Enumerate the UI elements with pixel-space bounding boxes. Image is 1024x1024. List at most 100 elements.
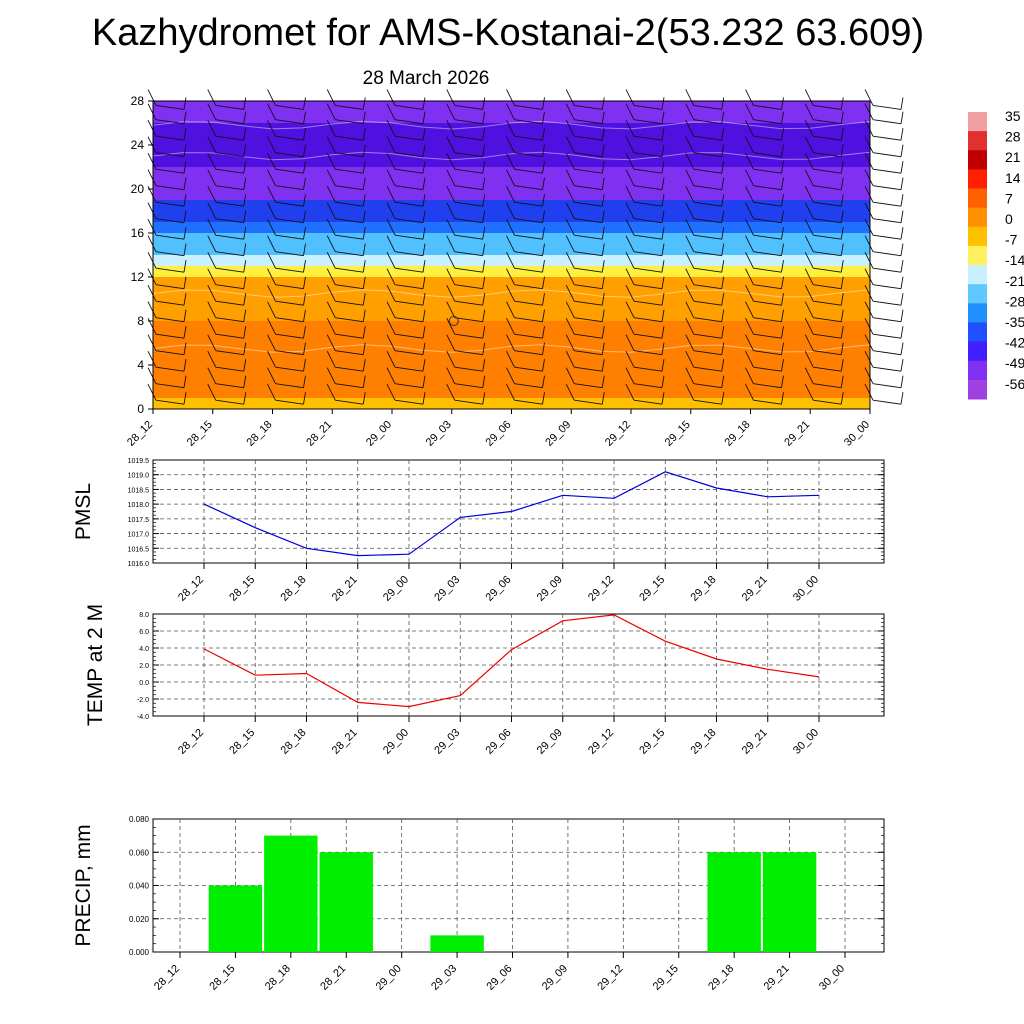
x-tick-label: 29_15 xyxy=(637,727,667,757)
y-tick-label: 0.020 xyxy=(129,915,150,924)
x-tick-label: 29_00 xyxy=(374,963,404,993)
wind-barb xyxy=(506,119,545,141)
y-tick-label: 0.040 xyxy=(129,882,150,891)
wind-barb xyxy=(386,268,426,290)
wind-barb xyxy=(745,202,784,224)
contour-line xyxy=(152,344,871,353)
x-tick-label: 29_15 xyxy=(637,574,667,604)
temperature-band xyxy=(153,222,870,233)
wind-barb xyxy=(506,169,545,191)
wind-barb xyxy=(685,119,725,141)
wind-barb xyxy=(147,202,187,224)
x-tick-label: 29_03 xyxy=(432,574,462,604)
wind-barb xyxy=(804,235,844,257)
wind-barb xyxy=(685,383,725,405)
wind-barb xyxy=(326,334,366,356)
x-tick-label: 29_09 xyxy=(535,727,565,757)
wind-barb xyxy=(565,119,605,141)
wind-barb xyxy=(685,350,725,372)
wind-barb xyxy=(147,235,187,257)
wind-barb xyxy=(326,103,366,125)
wind-barb xyxy=(326,152,366,174)
wind-barb xyxy=(147,152,187,174)
x-tick-label: 29_09 xyxy=(535,574,565,604)
temperature-band xyxy=(153,398,870,409)
wind-barb xyxy=(506,136,545,158)
wind-barb xyxy=(864,136,904,158)
y-tick-label: 1016.5 xyxy=(128,546,150,553)
wind-barb xyxy=(745,284,784,306)
x-tick-label: 29_21 xyxy=(740,727,770,757)
wind-barb xyxy=(745,301,784,323)
wind-barb xyxy=(326,383,366,405)
wind-barb xyxy=(685,367,725,389)
wind-barb xyxy=(625,301,665,323)
wind-barb xyxy=(446,202,486,224)
wind-barb xyxy=(207,235,247,257)
colorbar-label: 7 xyxy=(1005,190,1013,206)
wind-barb xyxy=(386,89,426,110)
wind-barb xyxy=(386,367,426,389)
wind-barb xyxy=(326,317,366,339)
wind-barb xyxy=(685,268,725,290)
wind-barb xyxy=(147,367,187,389)
wind-barb xyxy=(267,89,306,110)
x-tick-label: 28_18 xyxy=(279,727,309,757)
x-tick-label: 29_12 xyxy=(586,727,616,757)
wind-barb xyxy=(625,268,665,290)
colorbar-swatch xyxy=(968,284,987,304)
wind-barb xyxy=(326,235,366,257)
wind-barb xyxy=(685,334,725,356)
wind-barb xyxy=(804,284,844,306)
colorbar-swatch xyxy=(968,341,987,362)
wind-barb xyxy=(804,103,844,125)
wind-barb xyxy=(326,350,366,372)
wind-barb xyxy=(207,367,247,389)
wind-barb xyxy=(446,119,486,141)
wind-barb xyxy=(267,317,306,339)
y-tick-label: 12 xyxy=(131,270,145,284)
wind-barb xyxy=(446,251,486,273)
wind-barb xyxy=(625,136,665,158)
wind-barb xyxy=(565,251,605,273)
series-line xyxy=(203,614,820,708)
wind-barb xyxy=(446,317,486,339)
wind-barb xyxy=(386,350,426,372)
contour-line xyxy=(152,151,871,161)
wind-barb xyxy=(745,218,784,240)
wind-barb xyxy=(207,284,247,306)
wind-barb xyxy=(804,383,844,405)
wind-barb xyxy=(685,218,725,240)
x-tick-label: 28_15 xyxy=(207,963,237,993)
wind-barb xyxy=(207,185,247,207)
wind-barb xyxy=(386,301,426,323)
wind-barb xyxy=(446,103,486,125)
calm-wind-marker xyxy=(448,316,459,326)
x-tick-label: 29_15 xyxy=(651,963,681,993)
colorbar-label: -28 xyxy=(1005,293,1024,309)
wind-barb xyxy=(864,103,904,125)
y-tick-label: 8.0 xyxy=(139,612,149,619)
wind-barb xyxy=(864,383,904,405)
wind-barb xyxy=(147,334,187,356)
x-tick-label: 29_21 xyxy=(782,419,812,449)
wind-barb xyxy=(506,301,545,323)
y-tick-label: 1019.0 xyxy=(128,473,150,480)
x-tick-label: 28_15 xyxy=(185,419,215,449)
colorbar-swatch xyxy=(968,207,987,228)
precip-bar xyxy=(762,852,817,952)
colorbar-label: -35 xyxy=(1005,314,1024,330)
wind-barb xyxy=(506,202,545,224)
x-tick-label: 29_00 xyxy=(381,574,411,604)
wind-barb xyxy=(864,334,904,356)
wind-barb xyxy=(446,268,486,290)
page-title: Kazhydromet for AMS-Kostanai-2(53.232 63… xyxy=(91,12,925,54)
wind-barb xyxy=(804,350,844,372)
y-tick-label: 8 xyxy=(137,314,144,328)
wind-barb xyxy=(864,185,904,207)
wind-barb xyxy=(386,284,426,306)
panel-frame xyxy=(152,459,885,564)
y-tick-label: 1018.5 xyxy=(128,487,150,494)
wind-barb xyxy=(625,367,665,389)
wind-barb xyxy=(804,317,844,339)
